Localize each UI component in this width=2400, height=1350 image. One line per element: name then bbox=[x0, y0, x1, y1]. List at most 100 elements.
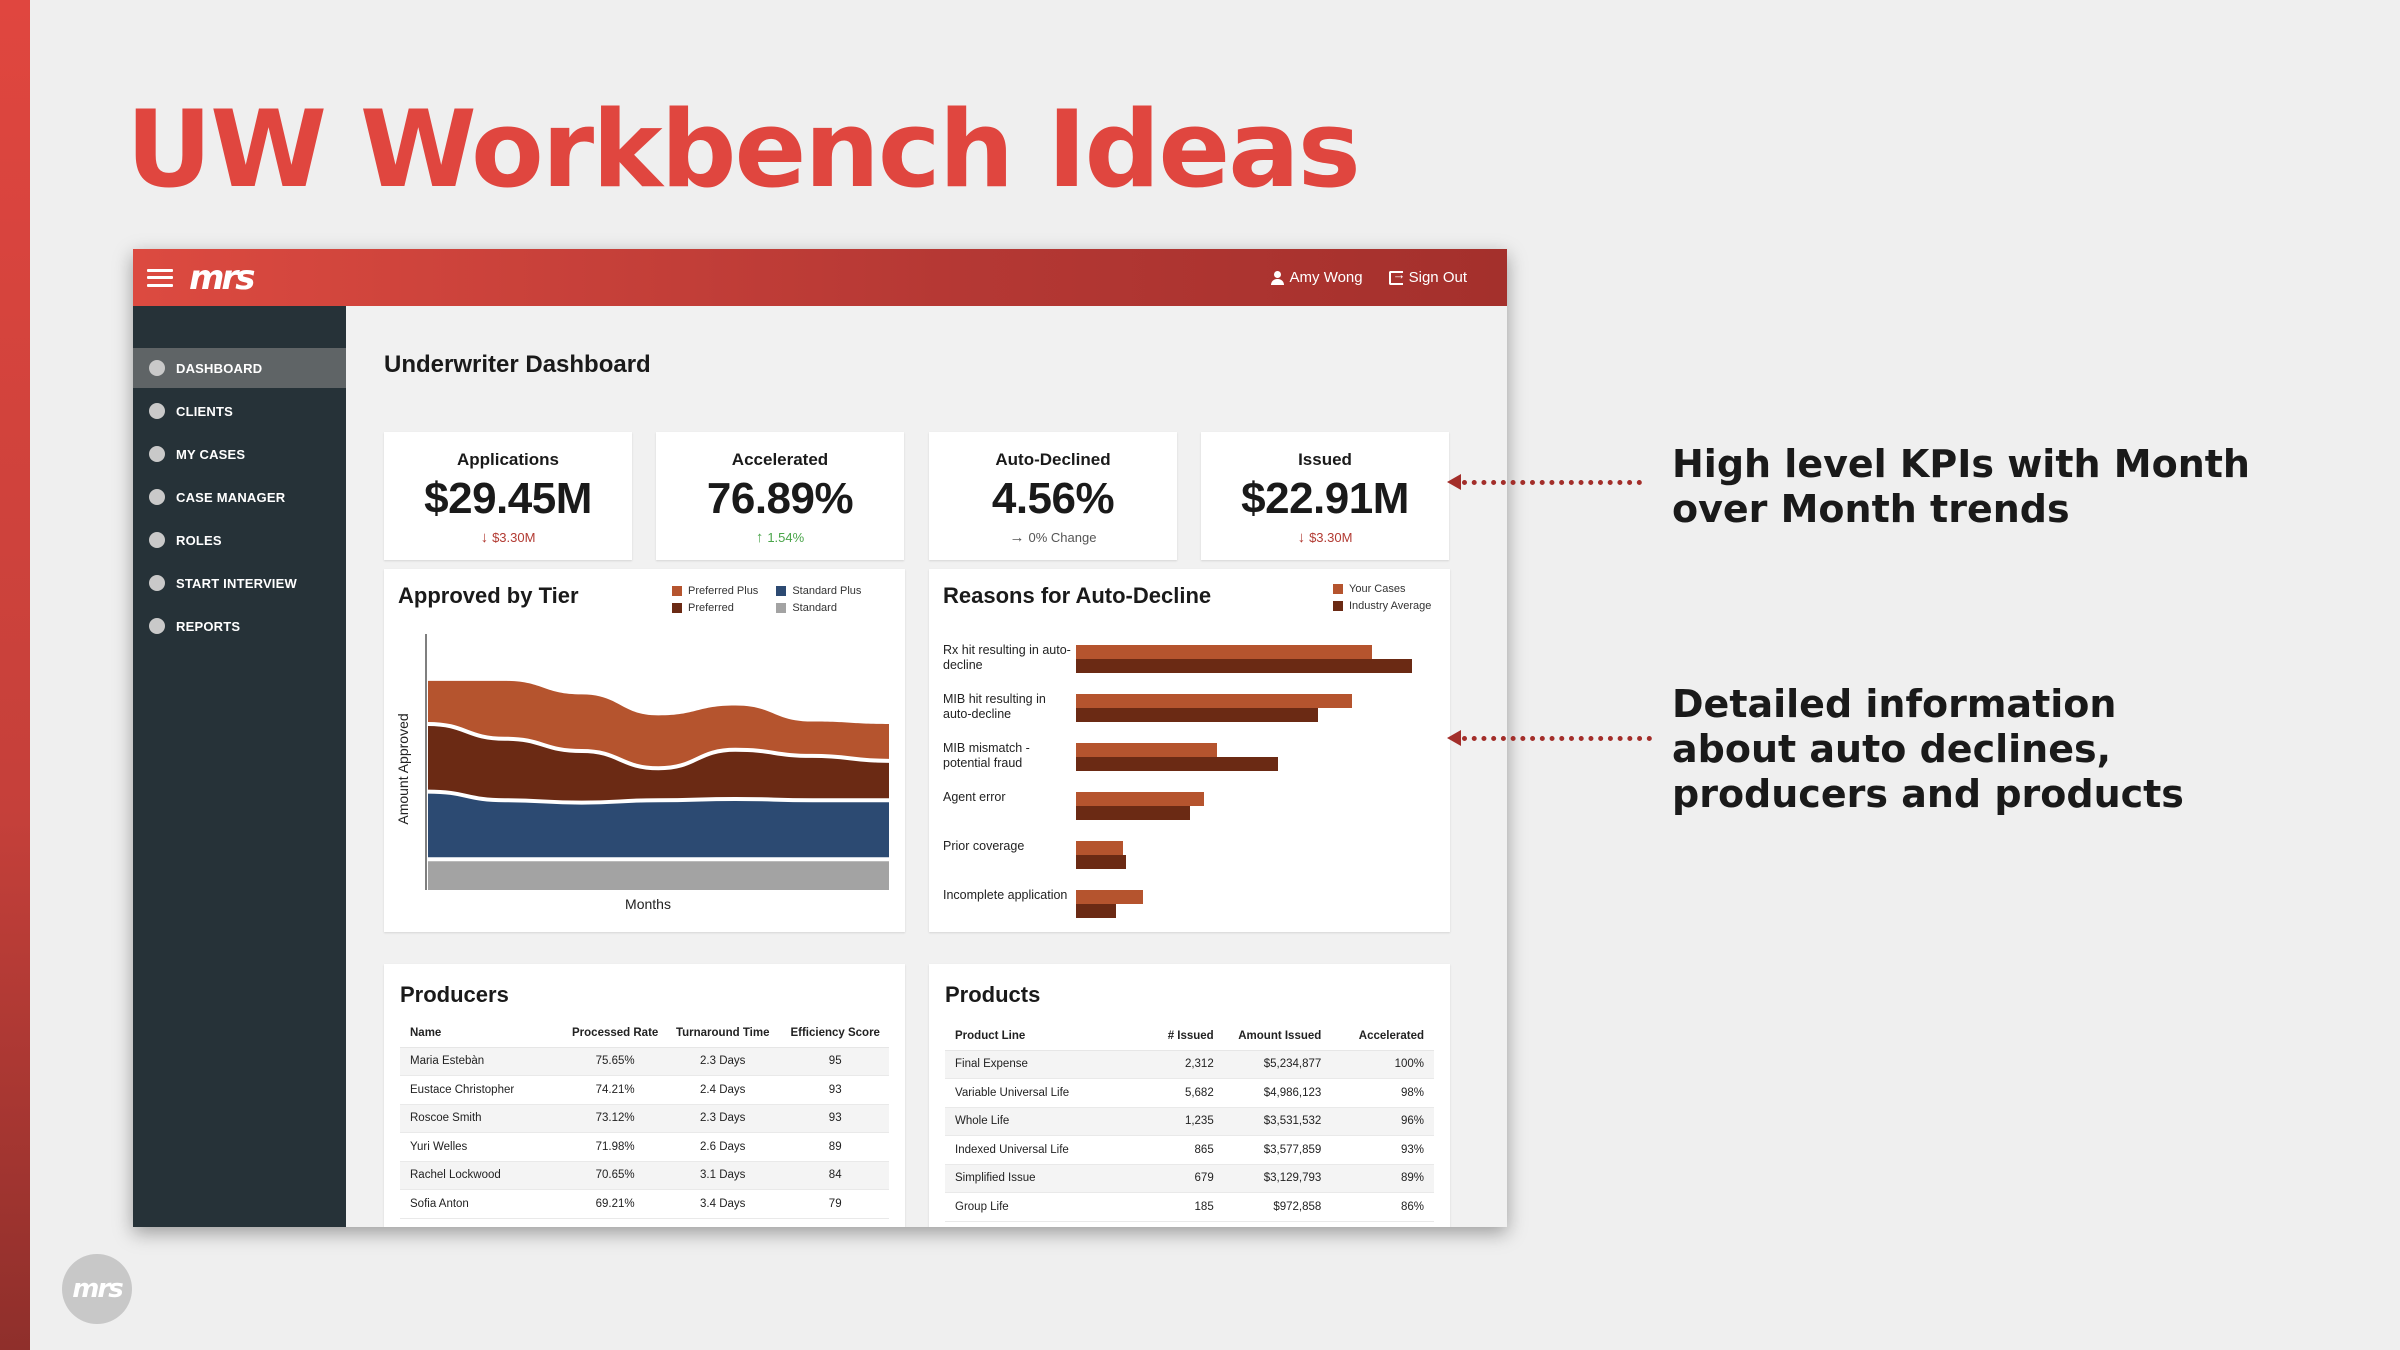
table-row[interactable]: Maria Estebàn 75.65% 2.3 Days 95 bbox=[400, 1047, 889, 1076]
column-header[interactable]: Processed Rate bbox=[566, 1019, 665, 1048]
table-cell: 1,235 bbox=[1150, 1107, 1224, 1136]
kpi-card-accelerated[interactable]: Accelerated 76.89% ↑ 1.54% bbox=[656, 432, 904, 560]
kpi-trend-value: $3.30M bbox=[1309, 530, 1353, 545]
chart-legend: Your Cases Industry Average bbox=[1333, 583, 1431, 612]
area-series-standard-plus[interactable] bbox=[428, 791, 889, 860]
column-header[interactable]: # Issued bbox=[1150, 1022, 1224, 1051]
annotation-kpis: High level KPIs with Month over Month tr… bbox=[1672, 442, 2250, 532]
table-cell: Group Life bbox=[945, 1192, 1151, 1222]
table-cell: 98% bbox=[1331, 1078, 1434, 1108]
table-row[interactable]: Final Expense 2,312 $5,234,877 100% bbox=[945, 1050, 1434, 1079]
annotation-line: about auto declines, bbox=[1672, 727, 2112, 771]
table-row[interactable]: Rachel Lockwood 70.65% 3.1 Days 84 bbox=[400, 1161, 889, 1190]
bar-your-cases[interactable] bbox=[1076, 841, 1124, 855]
legend-item: Industry Average bbox=[1333, 600, 1431, 612]
hamburger-menu-icon[interactable] bbox=[147, 268, 173, 287]
bar-your-cases[interactable] bbox=[1076, 890, 1144, 904]
area-series-standard[interactable] bbox=[428, 859, 889, 890]
sidebar-item-label: CLIENTS bbox=[176, 403, 234, 419]
panel-title: Approved by Tier bbox=[398, 583, 579, 608]
bar-industry-average[interactable] bbox=[1076, 757, 1278, 771]
bar-industry-average[interactable] bbox=[1076, 806, 1191, 820]
sidebar-item-roles[interactable]: ROLES bbox=[133, 520, 346, 560]
table-row[interactable]: Variable Universal Life 5,682 $4,986,123 98… bbox=[945, 1078, 1434, 1108]
table-cell: Yuri Welles bbox=[400, 1132, 567, 1162]
table-cell: 100% bbox=[1331, 1050, 1434, 1079]
table-row[interactable]: Sofia Anton 69.21% 3.4 Days 79 bbox=[400, 1189, 889, 1219]
page-title: Underwriter Dashboard bbox=[384, 351, 651, 378]
table-row[interactable]: Group Life 185 $972,858 86% bbox=[945, 1192, 1434, 1222]
table-cell: Variable Universal Life bbox=[945, 1078, 1151, 1108]
products-panel: Products Product Line # Issued Amount Is… bbox=[929, 964, 1450, 1227]
area-series-preferred-plus[interactable] bbox=[428, 680, 889, 769]
corner-logo-text: mrs bbox=[72, 1274, 123, 1304]
sidebar-item-case-manager[interactable]: CASE MANAGER bbox=[133, 477, 346, 517]
bar-your-cases[interactable] bbox=[1076, 694, 1352, 708]
kpi-trend: → 0% Change bbox=[929, 530, 1177, 545]
legend-label: Preferred Plus bbox=[688, 585, 759, 597]
area-boundary-line bbox=[427, 789, 889, 805]
dashboard-icon bbox=[149, 360, 165, 376]
table-cell: 89 bbox=[781, 1132, 889, 1162]
sidebar-item-reports[interactable]: REPORTS bbox=[133, 606, 346, 646]
panel-title: Producers bbox=[400, 982, 509, 1007]
annotation-line: over Month trends bbox=[1672, 487, 2070, 531]
column-header[interactable]: Efficiency Score bbox=[781, 1019, 889, 1048]
approved-by-tier-chart: Amount Approved Months bbox=[395, 634, 890, 912]
approved-by-tier-panel: Approved by Tier Preferred Plus Standard… bbox=[384, 569, 905, 932]
table-cell: Whole Life bbox=[945, 1107, 1151, 1136]
legend-item: Preferred bbox=[672, 602, 758, 614]
legend-label: Industry Average bbox=[1349, 600, 1432, 612]
sidebar-item-dashboard[interactable]: DASHBOARD bbox=[133, 348, 346, 388]
app-window: mrs Amy Wong Sign Out DASHBOARD CLIENTS … bbox=[133, 249, 1507, 1227]
producers-panel: Producers Name Processed Rate Turnaround… bbox=[384, 964, 905, 1227]
table-row[interactable]: Simplified Issue 679 $3,129,793 89% bbox=[945, 1164, 1434, 1193]
kpi-card-applications[interactable]: Applications $29.45M ↓ $3.30M bbox=[384, 432, 632, 560]
area-series-preferred[interactable] bbox=[428, 723, 889, 803]
bar-your-cases[interactable] bbox=[1076, 743, 1218, 757]
user-menu[interactable]: Amy Wong bbox=[1270, 269, 1363, 286]
legend-swatch bbox=[776, 586, 787, 596]
column-header[interactable]: Amount Issued bbox=[1223, 1022, 1332, 1051]
column-header[interactable]: Name bbox=[400, 1019, 567, 1048]
sidebar-item-my-cases[interactable]: MY CASES bbox=[133, 434, 346, 474]
sidebar-item-clients[interactable]: CLIENTS bbox=[133, 391, 346, 431]
app-logo[interactable]: mrs bbox=[189, 257, 255, 298]
kpi-trend-value: 0% Change bbox=[1028, 530, 1097, 545]
kpi-value: 76.89% bbox=[706, 474, 854, 523]
table-row[interactable]: Whole Life 1,235 $3,531,532 96% bbox=[945, 1107, 1434, 1136]
bar-your-cases[interactable] bbox=[1076, 792, 1204, 806]
column-header[interactable]: Turnaround Time bbox=[664, 1019, 782, 1048]
table-cell: 2.3 Days bbox=[664, 1047, 782, 1076]
bar-industry-average[interactable] bbox=[1076, 708, 1318, 722]
case-manager-icon bbox=[149, 489, 165, 505]
table-row[interactable]: Eustace Christopher 74.21% 2.4 Days 93 bbox=[400, 1075, 889, 1105]
arrow-right-icon: → bbox=[1009, 529, 1025, 546]
legend-swatch bbox=[672, 603, 682, 613]
bar-your-cases[interactable] bbox=[1076, 645, 1372, 659]
kpi-card-issued[interactable]: Issued $22.91M ↓ $3.30M bbox=[1201, 432, 1449, 560]
kpi-trend: ↑ 1.54% bbox=[656, 530, 904, 545]
column-header[interactable]: Product Line bbox=[945, 1022, 1151, 1051]
auto-decline-reasons-panel: Reasons for Auto-Decline Your Cases Indu… bbox=[929, 569, 1450, 932]
legend-item: Standard bbox=[776, 602, 861, 614]
sidebar-item-start-interview[interactable]: START INTERVIEW bbox=[133, 563, 346, 603]
bar-industry-average[interactable] bbox=[1076, 904, 1117, 918]
table-row[interactable]: Yuri Welles 71.98% 2.6 Days 89 bbox=[400, 1132, 889, 1162]
table-row[interactable]: Indexed Universal Life 865 $3,577,859 93% bbox=[945, 1135, 1434, 1165]
annotation-connector bbox=[1462, 480, 1642, 485]
start-interview-icon bbox=[149, 575, 165, 591]
legend-label: Preferred bbox=[688, 602, 734, 614]
bar-industry-average[interactable] bbox=[1076, 659, 1412, 673]
sign-out-button[interactable]: Sign Out bbox=[1388, 267, 1467, 286]
column-header[interactable]: Accelerated bbox=[1331, 1022, 1434, 1051]
kpi-card-auto-declined[interactable]: Auto-Declined 4.56% → 0% Change bbox=[929, 432, 1177, 560]
area-boundary-line bbox=[427, 721, 890, 771]
bar-industry-average[interactable] bbox=[1076, 855, 1127, 869]
table-cell: 75.65% bbox=[566, 1047, 665, 1076]
bar-category-label: Rx hit resulting in auto-decline bbox=[943, 643, 1071, 672]
table-cell: 95 bbox=[781, 1047, 889, 1076]
table-row[interactable]: Roscoe Smith 73.12% 2.3 Days 93 bbox=[400, 1104, 889, 1133]
sign-out-icon bbox=[1388, 267, 1406, 285]
table-cell: 2.3 Days bbox=[664, 1104, 782, 1133]
